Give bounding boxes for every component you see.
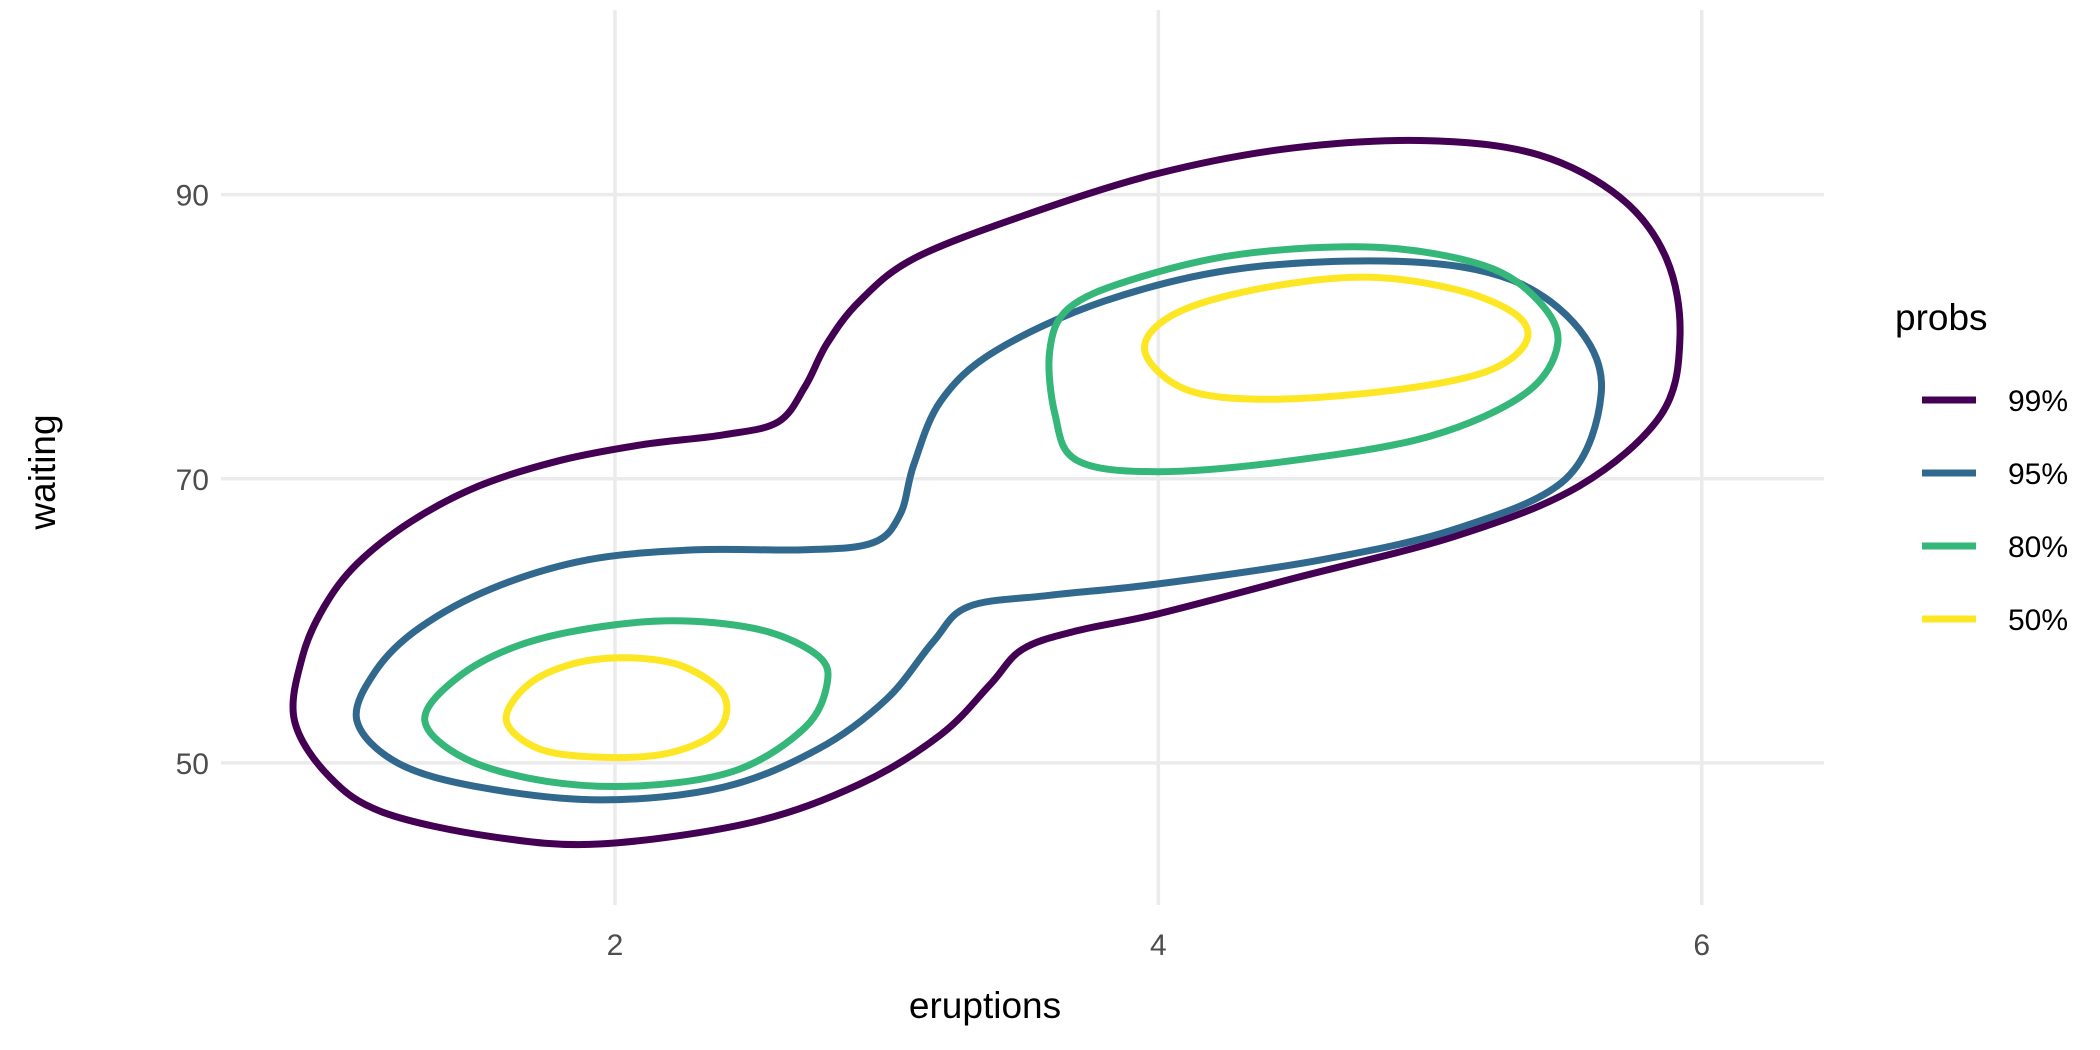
contour-80pct — [1045, 243, 1562, 476]
contour-95pct — [352, 257, 1606, 804]
legend-label: 95% — [2008, 458, 2068, 491]
legend-title: probs — [1895, 297, 1988, 338]
contour-99pct — [289, 136, 1684, 849]
y-tick-label: 90 — [176, 180, 209, 213]
legend: probs 99% 95% 80% 50% — [1895, 297, 2068, 637]
x-tick-label: 6 — [1693, 929, 1710, 962]
legend-label: 99% — [2008, 385, 2068, 418]
contour-80pct — [421, 617, 832, 790]
legend-label: 50% — [2008, 604, 2068, 637]
legend-items: 99% 95% 80% 50% — [1922, 385, 2068, 637]
contour-50pct — [1141, 273, 1532, 403]
y-axis-title: waiting — [22, 414, 63, 530]
contour-50pct — [502, 654, 731, 762]
x-tick-label: 4 — [1150, 929, 1167, 962]
contour-lines — [289, 136, 1684, 849]
legend-label: 80% — [2008, 531, 2068, 564]
y-tick-label: 70 — [176, 464, 209, 497]
x-tick-label: 2 — [607, 929, 624, 962]
x-axis-title: eruptions — [909, 985, 1061, 1026]
tick-labels: 2 4 6 50 70 90 — [176, 180, 1710, 962]
y-tick-label: 50 — [176, 748, 209, 781]
